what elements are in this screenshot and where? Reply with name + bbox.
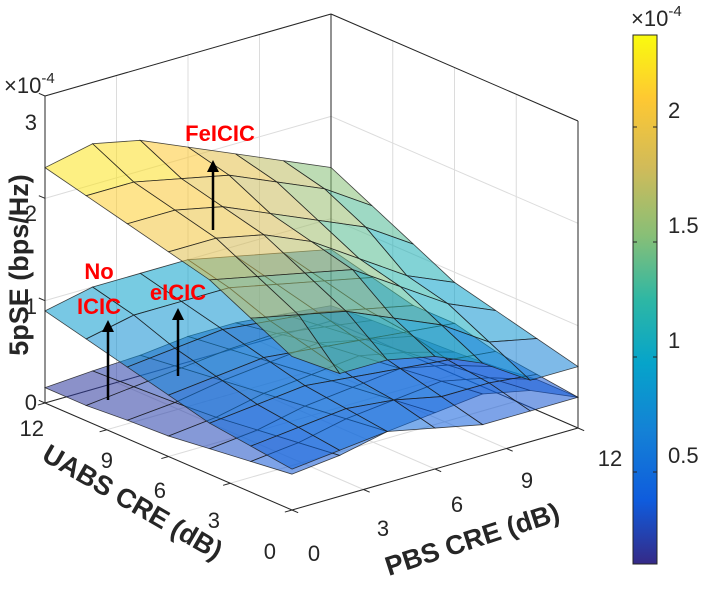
annotation-text: eICIC <box>150 280 206 305</box>
tick-mark <box>161 456 169 460</box>
colorbar-ticks <box>633 126 657 473</box>
colorbar-tick-label: 0.5 <box>668 443 699 468</box>
x-axis-label: PBS CRE (dB) <box>381 497 563 582</box>
tick-mark <box>38 92 46 97</box>
x-tick-label: 0 <box>308 541 320 566</box>
tick-mark <box>38 195 46 199</box>
axes-frame <box>37 92 585 514</box>
y-tick-label: 12 <box>20 416 44 441</box>
y-tick-label: 0 <box>264 539 276 564</box>
tick-mark <box>363 489 370 493</box>
tick-mark <box>38 297 46 302</box>
annotation-text: ICIC <box>77 294 121 319</box>
colorbar-exponent-label: ×10-4 <box>631 3 682 31</box>
annotation-text: No <box>84 259 113 284</box>
tick-mark <box>291 509 299 514</box>
tick-mark <box>434 468 442 473</box>
y-tick-label: 6 <box>154 478 166 503</box>
z-tick-label: 2 <box>25 201 37 226</box>
y-tick-label: 3 <box>208 508 220 533</box>
tick-mark <box>506 448 513 452</box>
colorbar-tick-label: 1.5 <box>668 213 699 238</box>
tick-mark <box>37 402 46 406</box>
tick-mark <box>222 482 231 486</box>
gridline <box>330 115 579 224</box>
z-tick-label: 0 <box>25 390 37 415</box>
x-tick-label: 3 <box>377 516 389 541</box>
colorbar-tick-label: 1 <box>668 328 680 353</box>
tick-mark <box>99 429 107 433</box>
axis-line <box>44 13 332 97</box>
y-tick-label: 9 <box>101 448 113 473</box>
x-tick-label: 12 <box>598 446 622 471</box>
annotation-text: FeICIC <box>185 121 255 146</box>
tick-mark <box>577 427 585 432</box>
annotation-arrowhead <box>172 308 184 320</box>
x-tick-label: 6 <box>451 492 463 517</box>
annotation-no-icic: No ICIC <box>77 259 121 400</box>
surfaces <box>43 139 580 475</box>
tick-mark <box>284 509 293 513</box>
axis-line <box>330 13 579 122</box>
y-axis-label: UABS CRE (dB) <box>37 439 227 566</box>
z-tick-label: 3 <box>25 110 37 135</box>
z-axis-label: 5pSE (bps/Hz) <box>4 174 34 356</box>
surface-cell-feicic <box>488 338 579 381</box>
annotation-arrowhead <box>102 320 114 332</box>
annotation-feicic: FeICIC <box>185 121 255 230</box>
colorbar-tick-label: 2 <box>668 98 680 123</box>
annotation-eicic: eICIC <box>150 280 206 376</box>
colorbar <box>632 34 658 565</box>
z-exponent-label: ×10-4 <box>4 70 55 98</box>
x-tick-label: 9 <box>521 468 533 493</box>
z-tick-label: 1 <box>25 294 37 319</box>
annotation-arrowhead <box>207 160 219 172</box>
tick-mark <box>38 399 46 404</box>
